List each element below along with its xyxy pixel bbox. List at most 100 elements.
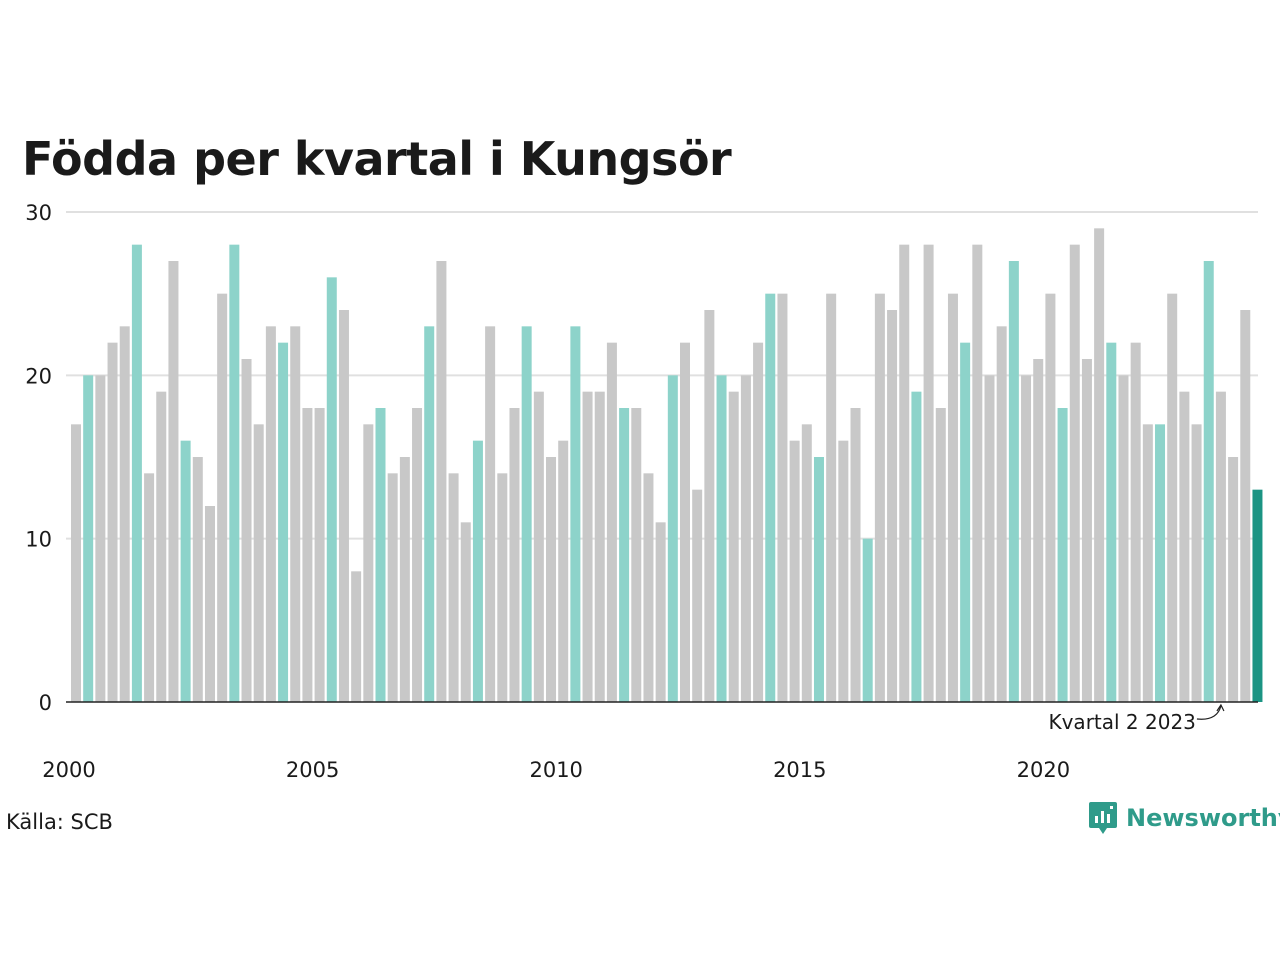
x-tick-label: 2020 <box>1017 758 1070 782</box>
bar <box>1081 359 1092 702</box>
bar <box>509 408 520 702</box>
bar <box>789 440 800 702</box>
bar <box>107 342 118 702</box>
bar <box>680 342 690 702</box>
bar <box>874 293 885 702</box>
bar <box>606 342 617 702</box>
bar <box>801 424 812 702</box>
bar <box>290 326 301 702</box>
bar <box>631 408 642 702</box>
bar <box>582 391 593 702</box>
bar <box>887 310 898 702</box>
bar <box>278 342 289 702</box>
bar <box>813 457 824 702</box>
bar <box>716 375 727 702</box>
bar <box>1215 391 1226 702</box>
annotation: Kvartal 2 2023 <box>1048 703 1225 734</box>
y-tick-label: 0 <box>39 691 52 715</box>
bar <box>1228 457 1239 702</box>
bar <box>667 375 678 702</box>
bar <box>472 440 483 702</box>
bar <box>655 522 666 702</box>
bar <box>826 293 837 702</box>
bar <box>448 473 459 702</box>
x-axis-ticks: 2000 2005 2010 2015 2020 <box>42 758 1070 782</box>
bar <box>375 408 386 702</box>
bar <box>424 326 435 702</box>
bar <box>1045 293 1056 702</box>
bar <box>83 375 94 702</box>
bar <box>314 408 325 702</box>
bar <box>241 359 252 702</box>
bar <box>1155 424 1166 702</box>
y-tick-label: 30 <box>25 201 52 225</box>
bar <box>204 506 215 702</box>
newsworthy-logo-icon <box>1089 802 1117 834</box>
bar <box>704 310 715 702</box>
x-tick-label: 2010 <box>529 758 582 782</box>
bars <box>71 228 1263 703</box>
bar <box>399 457 410 702</box>
source-note: Källa: SCB <box>6 810 113 834</box>
bar <box>119 326 130 702</box>
bar <box>217 293 228 702</box>
bar <box>95 375 106 702</box>
bar <box>436 261 447 702</box>
bar <box>497 473 508 702</box>
annotation-label: Kvartal 2 2023 <box>1048 710 1195 734</box>
chart-title: Födda per kvartal i Kungsör <box>22 132 732 186</box>
bar <box>229 244 240 702</box>
bar <box>960 342 971 702</box>
bar <box>351 571 362 702</box>
bar <box>180 440 191 702</box>
bar <box>850 408 861 702</box>
bar <box>144 473 155 702</box>
bar <box>1118 375 1129 702</box>
bar <box>1240 310 1251 702</box>
bar <box>740 375 751 702</box>
bar <box>1057 408 1068 702</box>
bar <box>692 489 703 702</box>
bar <box>156 391 167 702</box>
x-tick-label: 2005 <box>286 758 339 782</box>
bar <box>594 391 605 702</box>
bar <box>972 244 983 702</box>
bar <box>460 522 471 702</box>
bar <box>131 244 142 702</box>
bar <box>1069 244 1080 702</box>
bar <box>996 326 1007 702</box>
bar <box>387 473 398 702</box>
x-tick-label: 2015 <box>773 758 826 782</box>
bar <box>1179 391 1190 702</box>
bar <box>643 473 654 702</box>
bar <box>521 326 532 702</box>
bar <box>1021 375 1032 702</box>
y-tick-label: 10 <box>25 528 52 552</box>
bar <box>192 457 203 702</box>
bar <box>1094 228 1105 703</box>
bar <box>753 342 764 702</box>
bar <box>1106 342 1117 702</box>
x-tick-label: 2000 <box>42 758 95 782</box>
bar <box>302 408 313 702</box>
bar <box>838 440 849 702</box>
bar <box>619 408 630 702</box>
bar <box>71 424 81 702</box>
bar <box>947 293 958 702</box>
bar <box>984 375 995 702</box>
annotation-arrow <box>1196 703 1225 720</box>
bar <box>862 538 873 702</box>
bar <box>1252 489 1263 702</box>
bar <box>728 391 739 702</box>
bar <box>570 326 581 702</box>
bar <box>935 408 946 702</box>
bar <box>765 293 776 702</box>
bar <box>1033 359 1044 702</box>
bar <box>899 244 910 702</box>
bar <box>533 391 544 702</box>
bar <box>253 424 264 702</box>
bar <box>558 440 569 702</box>
bar <box>1167 293 1178 702</box>
brand-logo: Newsworthy <box>1088 800 1280 836</box>
